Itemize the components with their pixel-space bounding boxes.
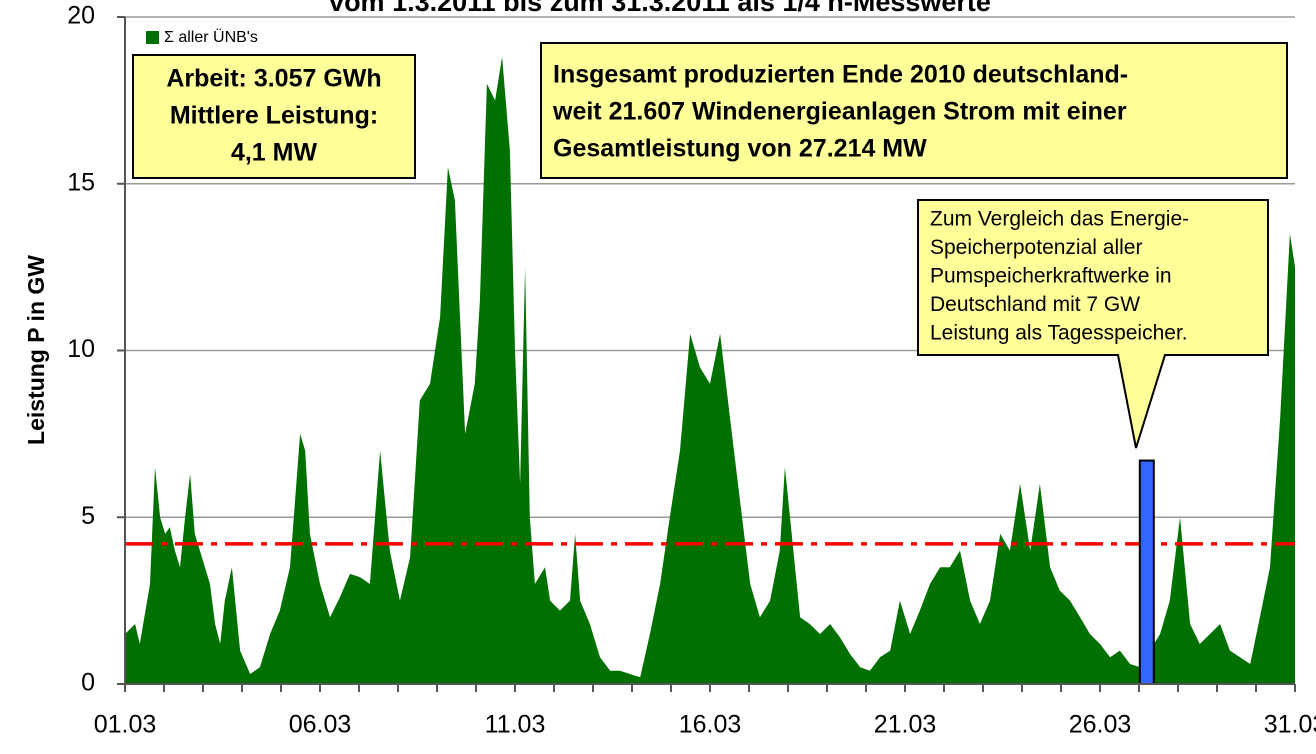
annotation-text: Leistung als Tagesspeicher. bbox=[930, 322, 1188, 345]
x-tick-label: 01.03 bbox=[94, 711, 157, 739]
x-tick-label: 16.03 bbox=[679, 711, 742, 739]
y-tick-label: 20 bbox=[67, 2, 95, 30]
annotation-text: Gesamtleistung von 27.214 MW bbox=[553, 135, 927, 163]
y-tick-label: 0 bbox=[81, 669, 95, 697]
callout-box bbox=[917, 199, 1269, 449]
annotation-text: 4,1 MW bbox=[231, 139, 318, 167]
chart-title: vom 1.3.2011 bis zum 31.3.2011 als 1/4 h… bbox=[329, 0, 991, 17]
annotation-text: Mittlere Leistung: bbox=[170, 102, 378, 130]
annotation-box bbox=[132, 54, 416, 179]
annotation-text: Insgesamt produzierten Ende 2010 deutsch… bbox=[553, 61, 1128, 89]
legend-swatch bbox=[146, 31, 159, 44]
comparison-bar bbox=[1138, 459, 1155, 685]
annotation-text: Deutschland mit 7 GW bbox=[930, 293, 1140, 316]
y-tick-label: 10 bbox=[67, 335, 95, 363]
x-tick-label: 11.03 bbox=[485, 711, 546, 739]
x-tick-label: 26.03 bbox=[1069, 711, 1132, 739]
annotation-box bbox=[540, 42, 1288, 179]
x-tick-label: 21.03 bbox=[874, 711, 937, 739]
x-tick-label: 06.03 bbox=[289, 711, 352, 739]
area bbox=[125, 57, 1295, 684]
annotation-text: Zum Vergleich das Energie- bbox=[930, 208, 1189, 231]
annotation-text: weit 21.607 Windenergieanlagen Strom mit… bbox=[552, 98, 1127, 126]
annotation-text: Speicherpotenzial aller bbox=[930, 236, 1142, 259]
annotation-text: Pumspeicherkraftwerke in bbox=[930, 265, 1172, 288]
legend-label: Σ aller ÜNB's bbox=[164, 28, 258, 46]
x-tick-label: 31.03 bbox=[1264, 711, 1316, 739]
annotation-text: Arbeit: 3.057 GWh bbox=[166, 65, 381, 93]
y-axis-label: Leistung P in GW bbox=[23, 255, 49, 445]
y-tick-label: 5 bbox=[81, 502, 95, 530]
y-tick-label: 15 bbox=[67, 168, 95, 196]
